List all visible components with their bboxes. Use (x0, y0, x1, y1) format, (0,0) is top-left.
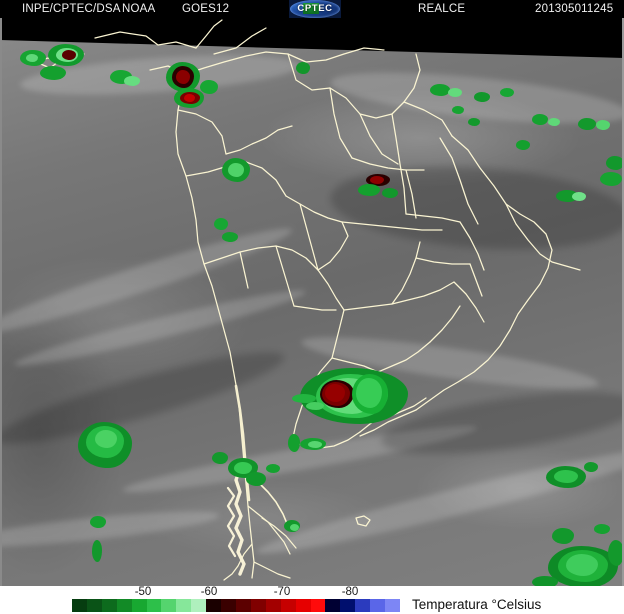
convective-cell (26, 54, 38, 62)
cptec-logo-badge (303, 3, 319, 14)
colorbar-tick: -80 (341, 586, 359, 598)
convective-cell (308, 441, 322, 448)
convective-cell (176, 70, 190, 84)
colorbar-swatch (206, 599, 222, 612)
convective-cell (596, 120, 610, 130)
convective-cell (532, 114, 548, 125)
convective-cell (358, 184, 380, 196)
header-source-label: INPE/CPTEC/DSA (22, 3, 121, 15)
convective-cell (124, 76, 140, 86)
satellite-infrared-image (0, 18, 624, 586)
header-agency-label: NOAA (122, 3, 156, 15)
convective-cell (62, 50, 76, 60)
convective-cell (222, 232, 238, 242)
colorbar-swatch (161, 599, 177, 612)
convective-cell (566, 554, 598, 576)
colorbar-swatch (325, 599, 341, 612)
convective-cell (552, 528, 574, 544)
convective-cell (184, 94, 195, 102)
colorbar-swatch (250, 599, 266, 612)
convective-cell (572, 192, 586, 201)
colorbar-swatch (280, 599, 296, 612)
convective-cell (500, 88, 514, 97)
colorbar-tick: -60 (200, 586, 218, 598)
convective-cell (554, 470, 578, 483)
image-left-border (0, 18, 2, 586)
convective-cell (468, 118, 480, 126)
colorbar-swatch (176, 599, 192, 612)
cptec-logo: CPTEC (289, 0, 341, 18)
cloud-grayscale-base (0, 18, 624, 586)
convective-cell (356, 378, 382, 408)
convective-cell (578, 118, 596, 130)
colorbar-swatch (116, 599, 132, 612)
convective-cell (296, 62, 310, 74)
cptec-logo-text: CPTEC (297, 3, 333, 14)
convective-cell (548, 118, 560, 126)
colorbar-swatch (131, 599, 147, 612)
colorbar-swatch (265, 599, 281, 612)
convective-cell (40, 66, 66, 80)
scan-edge-black-bar-left (0, 18, 330, 40)
convective-cell (234, 462, 252, 474)
image-right-border (622, 18, 624, 586)
colorbar-swatch (191, 599, 207, 612)
convective-cell (608, 540, 624, 566)
colorbar-swatch (355, 599, 371, 612)
mesoscale-convective-system-core (325, 384, 345, 402)
colorbar-swatch (221, 599, 236, 612)
header-product-label: REALCE (418, 3, 466, 15)
convective-cell (92, 540, 102, 562)
colorbar-tick: -70 (273, 586, 291, 598)
convective-cell (370, 176, 384, 184)
colorbar-tick-labels: -50 -60 -70 -80 (0, 586, 624, 599)
convective-cell (452, 106, 464, 114)
colorbar-swatch (370, 599, 386, 612)
temperature-colorbar (72, 599, 400, 612)
convective-cell (212, 452, 228, 464)
colorbar-swatch (295, 599, 311, 612)
convective-cell (292, 394, 316, 403)
colorbar-swatch (101, 599, 117, 612)
image-header-bar: INPE/CPTEC/DSA NOAA GOES12 REALCE 201305… (0, 0, 624, 18)
convective-cell (594, 524, 610, 534)
convective-cell (200, 80, 218, 94)
convective-cell (606, 156, 624, 170)
convective-cell (448, 88, 462, 97)
convective-cell (600, 172, 622, 186)
convective-cell (306, 402, 324, 410)
convective-cell (266, 464, 280, 473)
convective-cell (516, 140, 530, 150)
header-timestamp-label: 201305011245 (535, 3, 614, 15)
header-platform-label: GOES12 (182, 3, 230, 15)
convective-cell (382, 188, 398, 198)
convective-cell (474, 92, 490, 102)
colorbar-swatch (146, 599, 162, 612)
convective-cell (290, 524, 299, 531)
convective-cell (246, 472, 266, 486)
colorbar-swatch (235, 599, 251, 612)
convective-cell (584, 462, 598, 472)
convective-cell (214, 218, 228, 230)
convective-cell (532, 576, 558, 586)
colorbar-swatch (385, 599, 400, 612)
country-border-overlay (0, 18, 624, 586)
convective-cell (430, 84, 450, 96)
colorbar-swatch (310, 599, 326, 612)
convective-cell (95, 430, 117, 448)
colorbar-swatch (340, 599, 356, 612)
convective-cell (90, 516, 106, 528)
colorbar-swatch (72, 599, 87, 612)
convective-cell (288, 434, 300, 452)
colorbar-swatch (86, 599, 102, 612)
colorbar-axis-label: Temperatura °Celsius (412, 597, 542, 612)
convective-cell (228, 163, 244, 177)
temperature-legend: -50 -60 -70 -80 Temperatura °Celsius (0, 586, 624, 614)
colorbar-tick: -50 (134, 586, 152, 598)
